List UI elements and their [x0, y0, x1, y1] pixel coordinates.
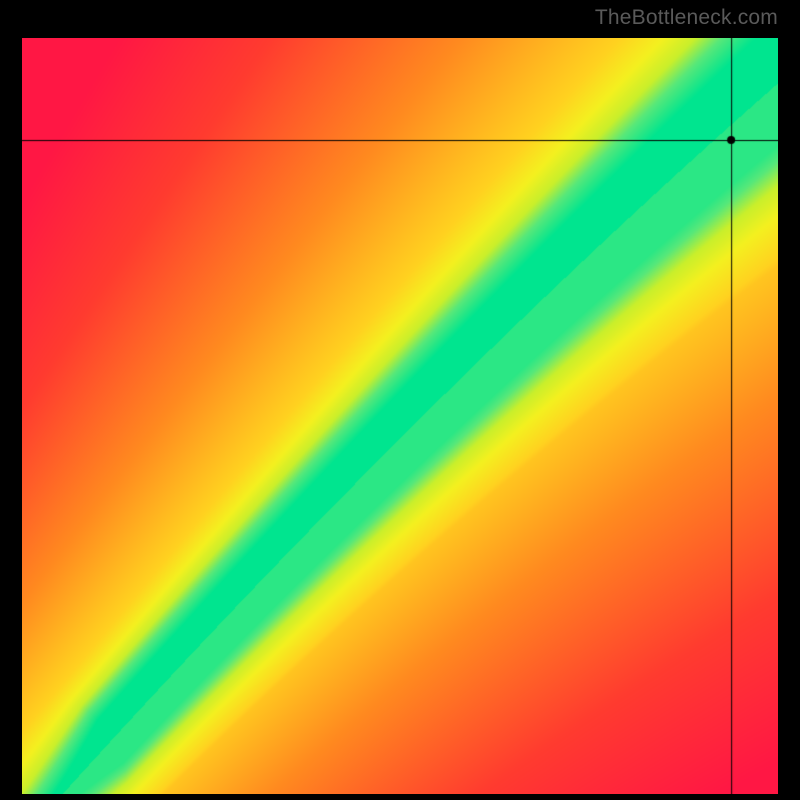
heatmap-plot [22, 38, 778, 794]
watermark-text: TheBottleneck.com [595, 6, 778, 30]
heatmap-canvas [22, 38, 778, 794]
